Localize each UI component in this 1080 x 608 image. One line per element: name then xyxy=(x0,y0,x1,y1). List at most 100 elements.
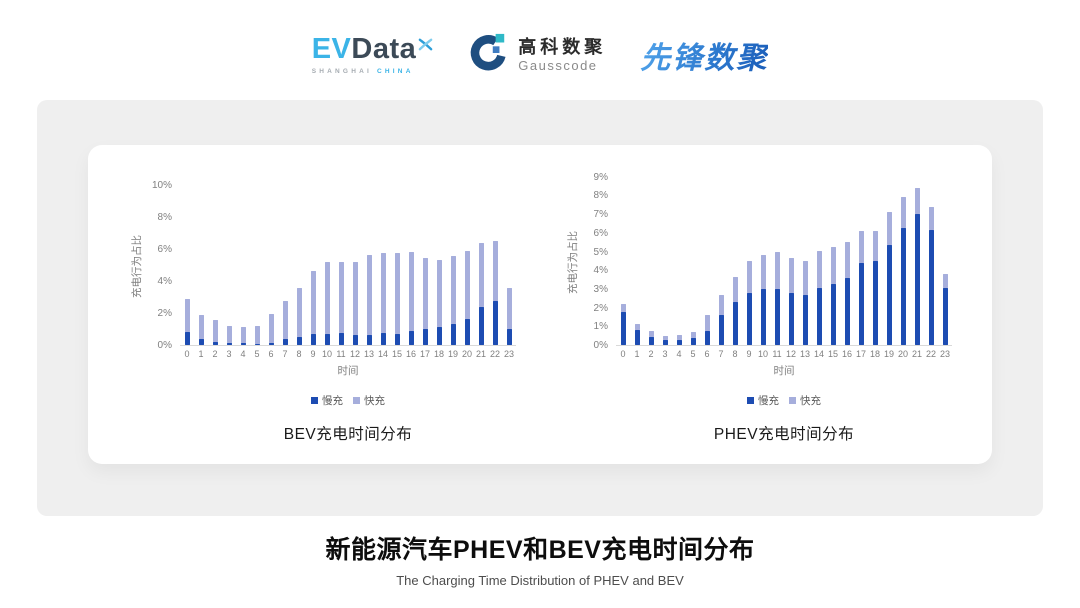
legend-label-fast: 快充 xyxy=(800,395,821,407)
x-tick-label: 1 xyxy=(198,349,204,359)
slow-charge-segment xyxy=(634,330,640,345)
fast-charge-segment xyxy=(816,250,822,289)
phev-chart-title: PHEV充电时间分布 xyxy=(713,426,855,443)
x-axis-ticks: 0 1 2 3 4 5 6 7 8 9 10 11 12 13 14 15 16 17 18 19 20 21 22 23 xyxy=(180,346,516,359)
fast-charge-segment xyxy=(746,260,752,293)
slow-charge-segment xyxy=(620,312,626,345)
y-tick-label: 1% xyxy=(593,321,608,333)
x-tick-label: 10 xyxy=(757,349,768,359)
evdata-shanghai-text: SHANGHAI xyxy=(311,68,372,75)
x-tick-label: 6 xyxy=(268,349,274,359)
pinwheel-icon xyxy=(418,29,433,58)
phev-plot-area xyxy=(616,178,952,346)
bev-bar-hour-16 xyxy=(404,186,418,345)
fast-charge-segment xyxy=(844,242,850,279)
slow-charge-segment xyxy=(690,338,696,345)
evdata-data-text: Data xyxy=(351,33,417,65)
slow-charge-segment xyxy=(662,339,668,345)
y-tick-label: 3% xyxy=(593,283,608,295)
fast-charge-segment xyxy=(886,212,892,245)
x-tick-label: 4 xyxy=(240,349,246,359)
fast-charge-segment xyxy=(394,252,400,334)
phev-bar-hour-19 xyxy=(882,178,896,345)
x-tick-label: 0 xyxy=(184,349,190,359)
logo-header: EV Data SHANGHAI CHINA 高科数聚 Gausscode xyxy=(0,0,1080,88)
slow-charge-segment xyxy=(240,343,246,345)
slow-charge-segment xyxy=(914,214,920,345)
gausscode-cn-text: 高科数聚 xyxy=(518,37,607,58)
fast-charge-segment xyxy=(900,196,906,228)
slow-charge-segment xyxy=(844,278,850,345)
bev-bar-hour-8 xyxy=(292,186,306,345)
phev-chart: 充电行为占比 0% 1% 2% 3% 4% 5% 6% 7% 8% 9% 0 1 2 3 4 5 6 7 8 9 10… xyxy=(564,172,952,444)
x-tick-label: 3 xyxy=(662,349,668,359)
slow-charge-segment xyxy=(436,327,442,345)
x-tick-label: 18 xyxy=(433,349,444,359)
slow-charge-segment xyxy=(746,292,752,345)
x-tick-label: 22 xyxy=(925,349,936,359)
phev-bar-hour-22 xyxy=(924,178,938,345)
y-tick-label: 2% xyxy=(157,308,172,319)
y-tick-label: 2% xyxy=(593,302,608,314)
phev-bar-hour-12 xyxy=(784,178,798,345)
x-tick-label: 21 xyxy=(475,349,486,359)
phev-bar-hour-21 xyxy=(910,178,924,345)
bev-bar-hour-13 xyxy=(362,186,376,345)
fast-charge-segment xyxy=(366,255,372,335)
fast-charge-segment xyxy=(942,273,948,289)
phev-bar-hour-6 xyxy=(700,178,714,345)
bev-bar-hour-12 xyxy=(348,186,362,345)
slow-charge-segment xyxy=(450,324,456,345)
bev-chart: 充电行为占比 0% 2% 4% 6% 8% 10% 0 1 2 3 4 5 6 7 8 9 10 11 12 13 1… xyxy=(128,180,516,444)
slow-charge-segment xyxy=(718,315,724,345)
x-axis-ticks: 0 1 2 3 4 5 6 7 8 9 10 11 12 13 14 15 16 17 18 19 20 21 22 23 xyxy=(616,346,952,359)
phev-bar-hour-4 xyxy=(672,178,686,345)
fast-charge-segment xyxy=(436,260,442,328)
y-tick-label: 6% xyxy=(593,227,608,239)
x-tick-label: 22 xyxy=(489,349,500,359)
fast-charge-segment xyxy=(352,261,358,335)
bev-bar-hour-21 xyxy=(474,186,488,345)
chart-panel: 充电行为占比 0% 2% 4% 6% 8% 10% 0 1 2 3 4 5 6 7 8 9 10 11 12 13 1… xyxy=(37,100,1043,516)
fast-charge-segment xyxy=(872,230,878,261)
fast-charge-segment xyxy=(928,206,934,230)
fast-charge-segment xyxy=(718,294,724,316)
phev-bar-hour-1 xyxy=(630,178,644,345)
x-tick-label: 4 xyxy=(676,349,682,359)
slow-charge-segment xyxy=(296,337,302,345)
bev-chart-title: BEV充电时间分布 xyxy=(283,426,413,443)
fast-charge-segment xyxy=(450,256,456,325)
phev-bar-hour-9 xyxy=(742,178,756,345)
bev-bar-hour-19 xyxy=(446,186,460,345)
fast-charge-segment xyxy=(422,257,428,329)
fast-charge-segment xyxy=(774,251,780,289)
x-tick-label: 13 xyxy=(799,349,810,359)
x-tick-label: 10 xyxy=(321,349,332,359)
y-tick-label: 4% xyxy=(593,265,608,277)
y-tick-label: 10% xyxy=(151,180,172,191)
bev-bar-hour-3 xyxy=(222,186,236,345)
chart-card: 充电行为占比 0% 2% 4% 6% 8% 10% 0 1 2 3 4 5 6 7 8 9 10 11 12 13 1… xyxy=(88,145,992,464)
fast-charge-segment xyxy=(690,331,696,339)
x-tick-label: 7 xyxy=(718,349,724,359)
slow-charge-segment xyxy=(380,333,386,345)
legend-label-slow: 慢充 xyxy=(758,395,779,407)
phev-bar-hour-18 xyxy=(868,178,882,345)
x-tick-label: 23 xyxy=(939,349,950,359)
fast-charge-segment xyxy=(282,300,288,339)
legend-item-slow: 慢充 xyxy=(311,393,343,408)
y-axis-ticks: 0% 2% 4% 6% 8% 10% xyxy=(144,180,180,351)
phev-bar-hour-17 xyxy=(854,178,868,345)
bev-bar-hour-17 xyxy=(418,186,432,345)
slow-charge-segment xyxy=(676,339,682,345)
slow-charge-segment xyxy=(422,329,428,345)
slow-charge-segment xyxy=(184,332,190,345)
x-tick-label: 23 xyxy=(503,349,514,359)
bev-bar-hour-18 xyxy=(432,186,446,345)
fast-charge-segment xyxy=(478,243,484,308)
x-tick-label: 3 xyxy=(226,349,232,359)
phev-bar-hour-0 xyxy=(616,178,630,345)
x-tick-label: 19 xyxy=(883,349,894,359)
slow-charge-segment xyxy=(464,318,470,345)
x-tick-label: 15 xyxy=(391,349,402,359)
